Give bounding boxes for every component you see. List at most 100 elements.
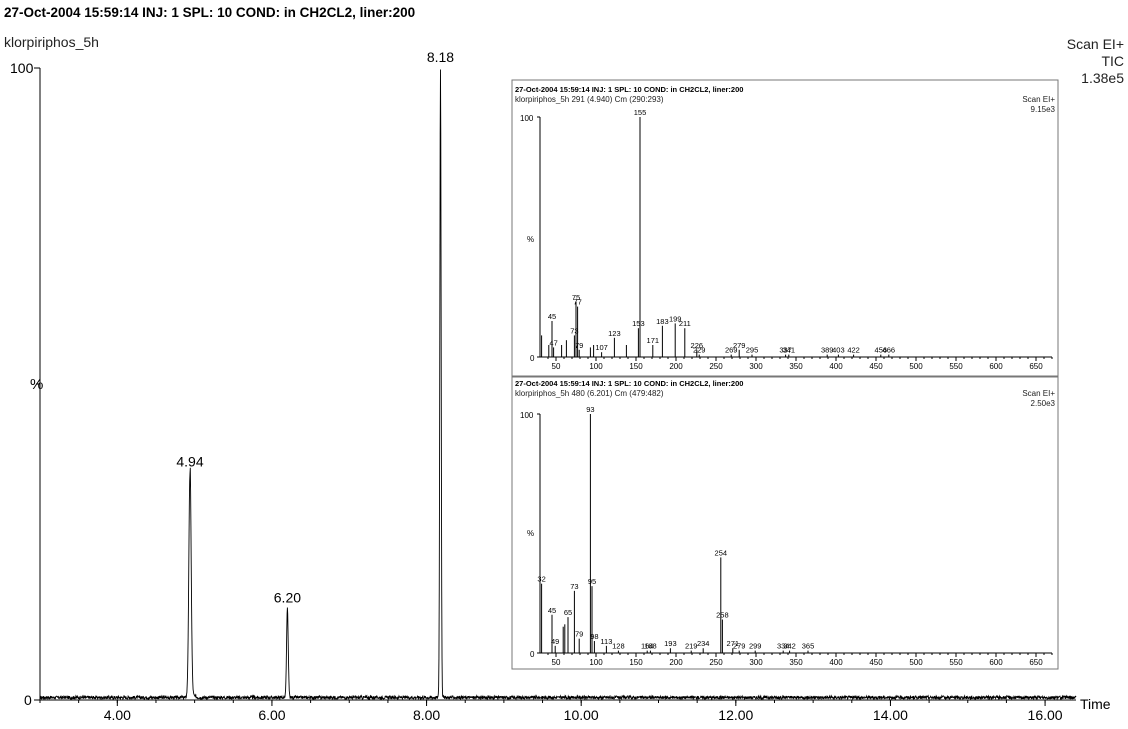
inset-1-x-tick-label-10: 550 [949,362,963,371]
inset-2-x-tick-label-10: 550 [949,658,963,667]
inset-1-x-tick-label-3: 200 [669,362,683,371]
intensity-label: 1.38e5 [1081,70,1124,86]
inset-1-peak-label-6: 73 [570,326,578,335]
inset-2-x-tick-label-11: 600 [989,658,1003,667]
inset-1-x-tick-label-8: 450 [869,362,883,371]
inset-1-x-tick-label-11: 600 [989,362,1003,371]
x-tick-label-0: 4.00 [104,707,131,723]
inset-2-peak-label-8: 93 [586,405,594,414]
inset-1-intensity-label: 9.15e3 [1031,105,1056,114]
inset-1-peak-label-17: 171 [647,336,660,345]
inset-2-peak-label-6: 73 [570,582,578,591]
inset-1-peak-label-3: 47 [549,338,557,347]
inset-2-peak-label-0: 32 [537,575,545,584]
inset-1-peak-label-25: 295 [746,346,759,355]
inset-2-peak-label-10: 98 [590,632,598,641]
x-tick-label-4: 12.00 [718,707,753,723]
inset-1-y-tick-0: 0 [530,354,535,363]
run-header: 27-Oct-2004 15:59:14 INJ: 1 SPL: 10 COND… [4,5,415,20]
inset-1-peak-label-7: 75 [572,293,580,302]
inset-2-peak-label-14: 168 [644,642,657,651]
tic-label: TIC [1101,53,1124,69]
inset-spectrum-1-frame [511,79,1059,377]
inset-2-scan-label: Scan EI+ [1022,389,1055,398]
inset-1-peak-label-2: 45 [548,312,556,321]
inset-2-x-tick-label-9: 500 [909,658,923,667]
inset-2-y-label: % [527,529,534,538]
main-x-ticks: 4.00 6.00 8.00 10.00 12.00 14.00 16.00 [39,700,1063,723]
inset-2-peak-label-24: 342 [783,642,796,651]
inset-1-peak-label-32: 466 [883,346,896,355]
inset-2-x-tick-label-3: 200 [669,658,683,667]
inset-1-peak-label-23: 269 [725,346,738,355]
inset-1-x-tick-label-7: 400 [829,362,843,371]
inset-2-peak-label-19: 258 [716,611,729,620]
inset-1-peak-label-29: 403 [832,346,845,355]
inset-2-peak-label-16: 219 [685,642,698,651]
inset-1-scan-label: Scan EI+ [1022,95,1055,104]
peak-label-2: 8.18 [427,49,454,65]
x-tick-label-1: 6.00 [258,707,285,723]
peak-labels: 4.94 6.20 8.18 [176,49,454,605]
peak-label-0: 4.94 [176,453,203,469]
inset-2-intensity-label: 2.50e3 [1031,399,1056,408]
inset-2-peak-label-25: 365 [802,642,815,651]
inset-2-peak-label-20: 271 [727,639,740,648]
inset-1-peak-label-19: 199 [669,314,682,323]
inset-2-peak-label-17: 234 [697,639,710,648]
inset-2-x-tick-label-6: 350 [789,658,803,667]
x-tick-label-2: 8.00 [413,707,440,723]
inset-1-peak-label-30: 422 [847,346,860,355]
inset-2-peak-label-1: 45 [548,606,556,615]
inset-2-x-tick-label-2: 150 [629,658,643,667]
inset-2-peak-label-5: 65 [564,608,572,617]
inset-1-peak-label-31: 456 [875,346,888,355]
chromatogram-line [39,69,1077,701]
inset-1-x-tick-label-9: 500 [909,362,923,371]
inset-1-peak-label-26: 337 [779,346,792,355]
inset-2-peak-label-7: 79 [575,630,583,639]
inset-1-x-tick-label-5: 300 [749,362,763,371]
inset-2-x-tick-label-8: 450 [869,658,883,667]
inset-2-peak-label-13: 164 [641,642,654,651]
scan-mode-label: Scan EI+ [1067,36,1124,52]
inset-1-peak-label-13: 123 [608,329,621,338]
inset-1-peak-label-27: 341 [783,346,796,355]
inset-2-x-tick-label-4: 250 [709,658,723,667]
inset-2-peak-label-15: 193 [664,639,677,648]
inset-1-x-tick-label-2: 150 [629,362,643,371]
inset-2-y-tick-0: 0 [530,650,535,659]
inset-1-y-tick-100: 100 [520,114,534,123]
inset-2-header: 27-Oct-2004 15:59:14 INJ: 1 SPL: 10 COND… [515,379,743,388]
inset-1-x-tick-label-1: 100 [589,362,603,371]
inset-1-peak-label-20: 211 [679,319,691,328]
x-axis-label: Time [1080,696,1111,712]
inset-spectrum-2: 27-Oct-2004 15:59:14 INJ: 1 SPL: 10 COND… [511,376,1059,670]
inset-2-peak-label-11: 113 [600,637,612,646]
inset-1-x-tick-label-4: 250 [709,362,723,371]
inset-1-peak-label-21: 226 [691,341,704,350]
x-tick-label-6: 16.00 [1028,707,1063,723]
inset-2-peak-label-22: 299 [749,642,762,651]
inset-1-peak-label-15: 153 [632,319,645,328]
inset-2-peak-label-23: 334 [777,642,790,651]
inset-1-x-tick-label-0: 50 [552,362,561,371]
sample-name: klorpiriphos_5h [4,34,99,50]
inset-1-peak-label-9: 79 [575,341,583,350]
inset-1-peak-label-18: 183 [656,317,669,326]
x-tick-label-3: 10.00 [564,707,599,723]
inset-2-peak-label-18: 254 [715,548,728,557]
inset-1-peak-label-24: 279 [733,341,746,350]
inset-2-x-tick-label-5: 300 [749,658,763,667]
inset-1-header: 27-Oct-2004 15:59:14 INJ: 1 SPL: 10 COND… [515,85,743,94]
inset-2-peak-label-9: 95 [588,577,596,586]
inset-1-peak-label-12: 107 [595,343,608,352]
inset-2-x-tick-label-0: 50 [552,658,561,667]
x-tick-label-5: 14.00 [873,707,908,723]
inset-2-peak-label-2: 49 [551,637,559,646]
y-tick-0: 0 [24,692,32,708]
inset-1-peak-label-8: 77 [573,298,581,307]
inset-1-peak-label-16: 155 [634,108,647,117]
